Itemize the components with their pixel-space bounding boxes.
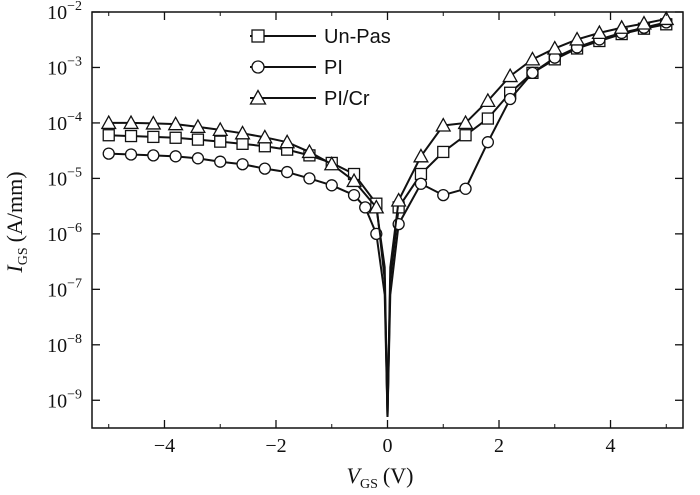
data-point [191, 133, 205, 146]
data-point [591, 24, 608, 40]
data-point [258, 162, 271, 175]
data-point [169, 150, 182, 163]
data-point [526, 66, 539, 79]
series-layer [100, 10, 675, 417]
x-tick-label: −4 [154, 435, 175, 457]
legend-marker [249, 89, 267, 105]
legend-item: PI/Cr [249, 88, 370, 110]
data-point [301, 143, 318, 159]
data-point [459, 129, 472, 142]
data-point [569, 31, 586, 46]
y-tick-label: 10−6 [47, 221, 82, 246]
data-point [546, 40, 563, 55]
data-point [524, 51, 541, 66]
data-point [414, 177, 428, 190]
x-tick-label: 4 [606, 435, 616, 457]
data-point [124, 129, 138, 143]
legend-marker [251, 60, 265, 74]
data-point [147, 149, 160, 162]
legend-label: PI/Cr [324, 88, 370, 110]
data-point [412, 148, 429, 163]
data-point [481, 112, 495, 125]
y-tick-label: 10−4 [47, 110, 82, 135]
legend-marker [251, 29, 265, 43]
data-point [189, 118, 206, 133]
x-tick-label: 0 [383, 435, 393, 457]
data-point [459, 182, 472, 195]
y-tick-label: 10−2 [47, 0, 82, 24]
data-point [100, 114, 117, 130]
series-un-pas [102, 18, 673, 417]
series-pi-cr [100, 10, 675, 417]
data-point [167, 115, 184, 131]
data-point [325, 179, 338, 192]
data-point [368, 199, 385, 214]
data-point [390, 192, 407, 207]
legend: Un-Pas PI PI/Cr [249, 26, 391, 110]
legend-label: PI [324, 57, 343, 79]
data-point [635, 15, 652, 30]
y-axis-title: IGS(A/mm) [2, 171, 31, 273]
x-axis-title: VGS (V) [347, 463, 414, 492]
y-tick-label: 10−3 [47, 54, 82, 79]
data-point [280, 165, 294, 179]
data-point [359, 201, 372, 214]
data-point [658, 10, 675, 26]
data-point [102, 129, 115, 142]
data-point [147, 130, 160, 144]
data-point [457, 114, 474, 130]
data-point [347, 188, 361, 202]
data-point [214, 155, 227, 168]
data-point [279, 133, 296, 149]
y-tick-label: 10−9 [47, 387, 82, 412]
data-point [346, 172, 363, 188]
data-point [169, 131, 182, 144]
data-point [323, 156, 340, 171]
data-point [479, 92, 496, 108]
data-point [234, 125, 251, 140]
data-point [502, 67, 519, 83]
data-point [212, 121, 229, 137]
y-tick-label: 10−8 [47, 332, 82, 357]
x-tick-label: 2 [494, 435, 504, 457]
legend-label: Un-Pas [324, 26, 391, 48]
series-pi [102, 16, 673, 417]
data-point [236, 137, 249, 150]
y-tick-label: 10−7 [47, 276, 82, 301]
series-line [108, 23, 667, 417]
data-point [481, 136, 495, 149]
data-point [191, 152, 205, 165]
data-point [145, 115, 162, 130]
data-point [437, 145, 450, 159]
axes-layer: −4 −2 0 2 4 10−2 10−3 10−4 10−5 10−6 10−7 10−8 10−9 [47, 0, 683, 457]
data-point [102, 147, 115, 160]
y-tick-label: 10−5 [47, 165, 82, 190]
data-point [303, 172, 316, 185]
series-line [108, 17, 667, 417]
legend-item: PI [250, 57, 343, 79]
data-point [214, 135, 227, 148]
data-point [613, 19, 630, 34]
data-point [504, 92, 517, 106]
data-point [124, 148, 138, 161]
data-point [236, 158, 249, 171]
data-point [123, 114, 140, 130]
data-point [435, 117, 452, 132]
legend-item: Un-Pas [250, 26, 391, 48]
series-line [108, 21, 667, 417]
data-point [437, 188, 450, 202]
data-point [256, 129, 273, 144]
x-tick-label: −2 [265, 435, 286, 457]
